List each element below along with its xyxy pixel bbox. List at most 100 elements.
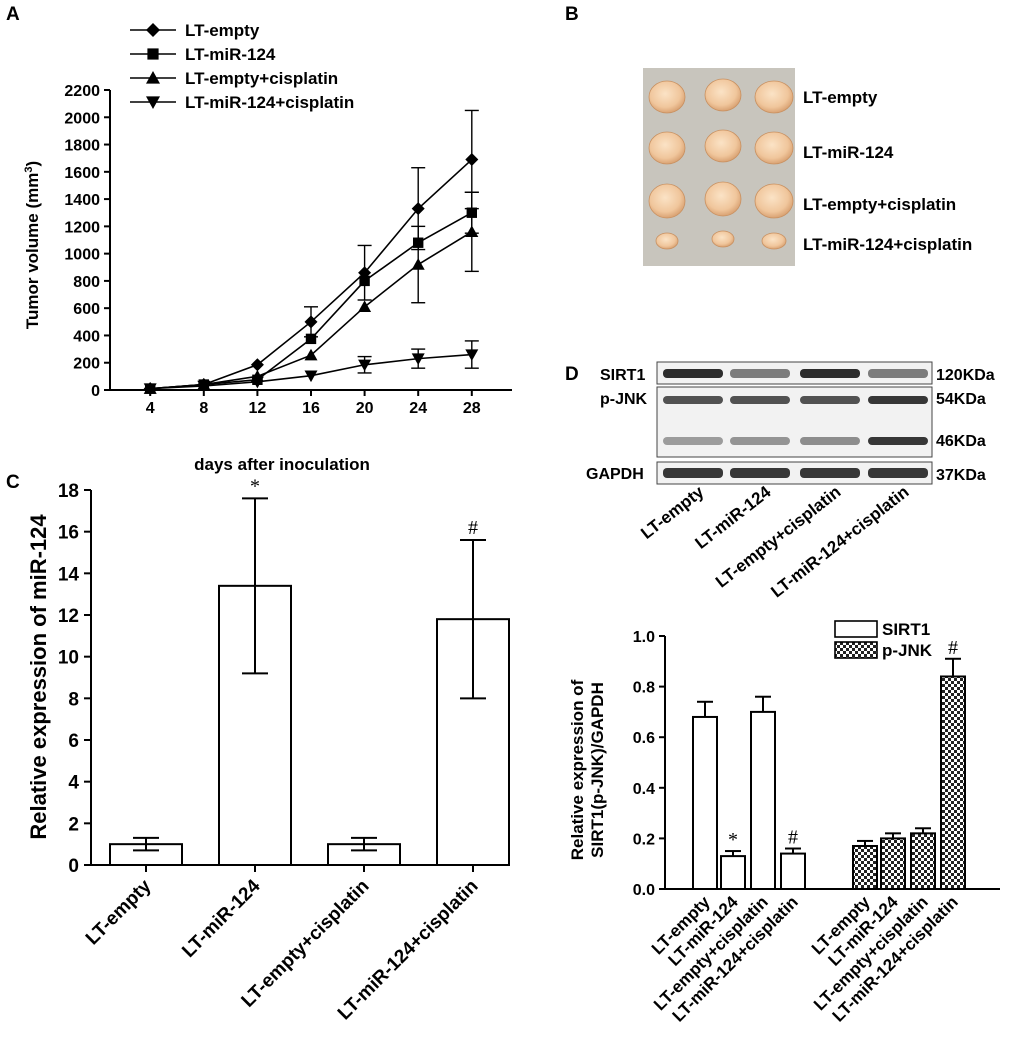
chart-a-point-lt-mir-124 [359, 275, 370, 287]
band-gapdh [663, 468, 723, 478]
chart-a-point-lt-mir-124-cisplatin [250, 376, 264, 389]
chart-d-bar-p-jnk-lt-mir-124 [880, 837, 906, 891]
chart-a-point-lt-mir-124-cisplatin [411, 353, 425, 366]
tumor-lt-mir-124 [648, 131, 686, 165]
chart-d-y-tick-label: 1.0 [633, 629, 655, 646]
chart-a-y-tick-label: 400 [73, 328, 100, 345]
band-sirt1 [663, 369, 723, 378]
chart-a-legend-marker-lt-empty-cisplatin [146, 71, 160, 84]
tumor-lt-empty [648, 80, 686, 114]
chart-a-legend-label-lt-empty-cisplatin: LT-empty+cisplatin [185, 69, 338, 88]
tumor-lt-empty-cisplatin [648, 183, 686, 219]
chart-a-y-tick-label: 0 [91, 383, 100, 400]
chart-c-y-tick-label: 6 [68, 731, 79, 752]
chart-a-legend: LT-empty LT-miR-124 LT-empty+cisplatin LT-m… [130, 21, 354, 112]
chart-c-y-tick-label: 4 [68, 773, 79, 794]
band-p-jnk-46kda [800, 437, 860, 445]
band-gapdh [800, 468, 860, 478]
chart-a-point-lt-empty [411, 202, 425, 216]
chart-a-legend-label-lt-empty: LT-empty [185, 21, 260, 40]
blot-strip-gapdh [656, 461, 933, 485]
chart-a-point-lt-mir-124-cisplatin [197, 380, 211, 393]
chart-a-legend-label-lt-mir-124-cisplatin: LT-miR-124+cisplatin [185, 93, 354, 112]
panel-d-western-blot: SIRT1 p-JNK GAPDH 120KDa 54KDa 46KDa 37K… [586, 361, 995, 601]
chart-d-y-tick-label: 0.8 [633, 680, 655, 697]
chart-a-series-lt-mir-124-cisplatin [143, 340, 479, 396]
panel-label-b: B [565, 4, 579, 25]
tumor-lt-empty [704, 78, 742, 112]
chart-d-bar-sirt1-lt-mir-124-cisplatin [780, 852, 806, 891]
chart-a-tumor-volume: 0 200 400 600 800 1000 1200 1400 1600 1800 2000 220… [23, 21, 512, 474]
chart-a-point-lt-mir-124-cisplatin [143, 383, 157, 396]
band-p-jnk-46kda [730, 437, 790, 445]
chart-a-legend-marker-lt-empty [146, 23, 160, 37]
band-sirt1 [868, 369, 928, 378]
chart-c-y-ticks: 0 2 4 6 8 10 12 14 16 18 [58, 481, 91, 877]
photo-label-lt-mir-124: LT-miR-124 [803, 143, 894, 162]
chart-a-point-lt-mir-124-cisplatin [304, 370, 318, 383]
blot-lane-label-lt-empty-cisplatin: LT-empty+cisplatin [712, 482, 844, 591]
chart-d-legend-swatch-sirt1 [834, 620, 878, 638]
chart-c-y-tick-label: 2 [68, 814, 79, 835]
chart-a-series-lt-empty-cisplatin [143, 191, 479, 394]
chart-c-y-tick-label: 14 [58, 564, 80, 585]
band-gapdh [730, 468, 790, 478]
chart-d-significance-mark: * [728, 829, 738, 851]
chart-d-sirt1-pjnk: 0.0 0.2 0.4 0.6 0.8 1.0 * # # LT-emptyLT-miR-12… [568, 620, 1000, 1026]
chart-d-legend-swatch-p-jnk [834, 641, 878, 659]
chart-d-y-tick-label: 0.0 [633, 882, 655, 899]
blot-bands [663, 369, 928, 478]
chart-a-legend-marker-lt-mir-124 [147, 48, 159, 60]
chart-a-axes [109, 90, 512, 391]
chart-d-bar-sirt1-lt-mir-124 [720, 855, 746, 890]
chart-d-y-axis-label-line2: SIRT1(p-JNK)/GAPDH [588, 682, 607, 858]
chart-d-significance-mark: # [948, 637, 958, 659]
chart-a-y-tick-label: 1000 [64, 247, 100, 264]
chart-c-y-tick-label: 0 [68, 856, 79, 877]
blot-size-54kda: 54KDa [936, 391, 986, 408]
chart-a-x-tick-label: 8 [199, 400, 208, 417]
chart-a-point-lt-empty-cisplatin [465, 225, 479, 238]
blot-size-46kda: 46KDa [936, 433, 986, 450]
band-p-jnk-54kda [868, 396, 928, 404]
chart-c-y-tick-label: 12 [58, 606, 79, 627]
chart-a-y-tick-label: 1800 [64, 138, 100, 155]
chart-a-series-lt-mir-124 [145, 191, 479, 394]
tumor-lt-empty-cisplatin [704, 181, 742, 217]
tumor-lt-mir-124-cisplatin [711, 230, 735, 248]
chart-c-y-tick-label: 16 [58, 523, 79, 544]
chart-d-y-axis-label-line1: Relative expression of [568, 679, 587, 860]
band-sirt1 [800, 369, 860, 378]
chart-a-point-lt-empty-cisplatin [358, 300, 372, 313]
chart-a-y-tick-label: 1200 [64, 219, 100, 236]
chart-a-y-tick-label: 1600 [64, 165, 100, 182]
chart-a-y-tick-label: 2200 [64, 83, 100, 100]
chart-a-line-lt-mir-124 [150, 212, 473, 390]
chart-c-y-axis-label: Relative expression of miR-124 [26, 514, 51, 840]
blot-row-label-gapdh: GAPDH [586, 466, 644, 483]
chart-a-point-lt-empty-cisplatin [304, 348, 318, 361]
band-p-jnk-54kda [663, 396, 723, 404]
chart-d-bars: * # # [692, 637, 966, 891]
chart-c-y-tick-label: 8 [68, 689, 79, 710]
chart-a-point-lt-empty [465, 153, 479, 167]
chart-a-point-lt-mir-124 [305, 333, 317, 345]
chart-d-bar-p-jnk-lt-empty-cisplatin [910, 832, 936, 891]
band-p-jnk-54kda [800, 396, 860, 404]
tumor-lt-empty-cisplatin [754, 183, 794, 219]
tumor-lt-mir-124-cisplatin [761, 232, 787, 250]
chart-d-bar-sirt1-lt-empty-cisplatin [750, 710, 776, 891]
band-sirt1 [730, 369, 790, 378]
chart-d-legend-label-p-jnk: p-JNK [882, 641, 933, 660]
chart-a-y-tick-label: 800 [73, 274, 100, 291]
photo-label-lt-empty: LT-empty [803, 88, 878, 107]
chart-a-x-tick-label: 16 [302, 400, 320, 417]
chart-a-legend-label-lt-mir-124: LT-miR-124 [185, 45, 276, 64]
blot-size-120kda: 120KDa [936, 367, 995, 384]
panel-label-d: D [565, 364, 579, 385]
chart-a-point-lt-empty [250, 358, 264, 372]
chart-a-y-axis-label: Tumor volume (mm3) [23, 161, 42, 329]
blot-strip-sirt1 [656, 361, 933, 385]
chart-a-y-ticks: 0 200 400 600 800 1000 1200 1400 1600 1800 2000 220… [64, 83, 110, 400]
